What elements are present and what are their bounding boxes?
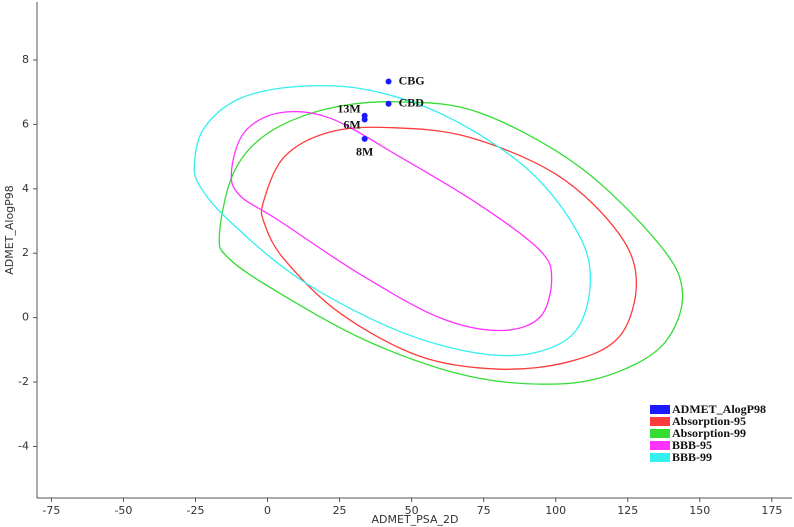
legend-swatch <box>650 441 670 450</box>
point-label: CBG <box>399 73 425 87</box>
x-tick-label: 50 <box>405 504 419 517</box>
legend-swatch <box>650 417 670 426</box>
x-tick-label: 0 <box>264 504 271 517</box>
legend-label: BBB-95 <box>672 438 712 452</box>
legend-label: Absorption-99 <box>672 426 746 440</box>
x-tick-label: 125 <box>617 504 638 517</box>
legend-label: BBB-99 <box>672 450 712 464</box>
y-tick-label: 0 <box>22 311 29 324</box>
x-tick-label: 175 <box>761 504 782 517</box>
legend-label: ADMET_AlogP98 <box>672 402 766 416</box>
ellipse-line <box>193 84 592 357</box>
x-axis-label: ADMET_PSA_2D <box>372 513 459 526</box>
y-axis-label: ADMET_AlogP98 <box>3 185 16 275</box>
x-tick-label: -25 <box>187 504 205 517</box>
point-label: CBD <box>399 96 425 110</box>
x-tick-label: 100 <box>545 504 566 517</box>
x-tick-label: 75 <box>477 504 491 517</box>
y-tick-label: -4 <box>18 439 29 452</box>
y-tick-label: -2 <box>18 375 29 388</box>
point <box>385 78 392 85</box>
y-tick-label: 4 <box>22 182 29 195</box>
ellipse-line <box>218 101 684 385</box>
y-tick-label: 2 <box>22 246 29 259</box>
point-label: 6M <box>343 117 360 131</box>
x-tick-label: -75 <box>42 504 60 517</box>
x-tick-label: -50 <box>114 504 132 517</box>
point-label: 13M <box>337 101 360 115</box>
y-tick-label: 8 <box>22 53 29 66</box>
point <box>361 135 368 142</box>
point <box>385 100 392 107</box>
ellipse-line <box>230 110 553 332</box>
legend-swatch <box>650 453 670 462</box>
ellipse-line <box>260 126 638 370</box>
legend-swatch <box>650 405 670 414</box>
point <box>361 116 368 123</box>
y-tick-label: 6 <box>22 117 29 130</box>
x-tick-label: 150 <box>689 504 710 517</box>
legend-swatch <box>650 429 670 438</box>
point-label: 8M <box>356 145 373 159</box>
x-tick-label: 25 <box>333 504 347 517</box>
legend-label: Absorption-95 <box>672 414 746 428</box>
